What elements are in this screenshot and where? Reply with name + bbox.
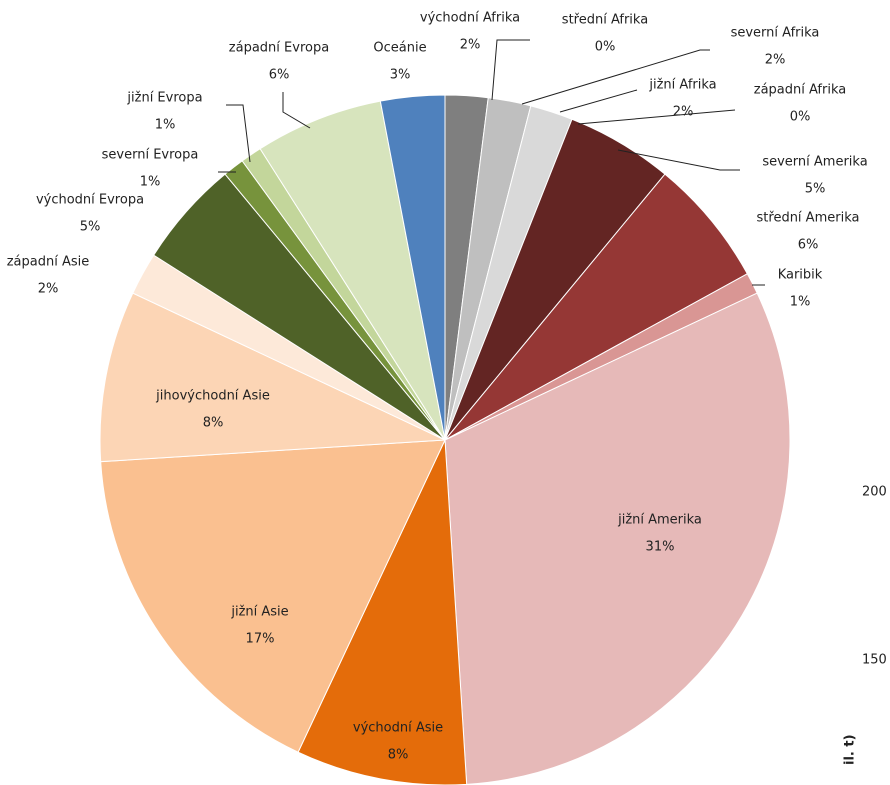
pie xyxy=(99,94,791,785)
slice-label: východní Afrika xyxy=(420,11,520,26)
leader-line xyxy=(559,89,638,113)
pie-slice xyxy=(444,292,791,785)
slice-label: střední Afrika xyxy=(562,13,648,28)
slice-label: jižní Evropa xyxy=(126,91,202,106)
slice-label: západní Afrika xyxy=(754,83,846,98)
labels: východní Afrika 2% střední Afrika 0% severní… xyxy=(7,11,868,763)
pie-slice xyxy=(444,173,749,441)
slice-label: jižní Asie xyxy=(230,605,288,620)
slice-label: západní Asie xyxy=(7,255,90,270)
slice-value-label: 6% xyxy=(269,68,290,83)
slice-label: jižní Amerika xyxy=(617,513,702,528)
slice-label: severní Amerika xyxy=(762,155,867,170)
pie-slice xyxy=(99,292,446,463)
slice-value-label: 2% xyxy=(460,38,481,53)
slice-value-label: 0% xyxy=(595,40,616,55)
slice-label: severní Evropa xyxy=(102,148,199,163)
slice-label: jižní Afrika xyxy=(648,78,716,93)
leader-line xyxy=(282,92,311,129)
slice-value-label: 2% xyxy=(765,53,786,68)
leader-line xyxy=(521,49,710,105)
slice-value-label: 0% xyxy=(790,110,811,125)
leader-line xyxy=(491,39,530,101)
partial-text: il. t) xyxy=(843,734,858,765)
slice-value-label: 3% xyxy=(390,68,411,83)
slice-label: jihovýchodní Asie xyxy=(155,389,270,404)
partial-text: 150 xyxy=(862,653,887,668)
slice-label: střední Amerika xyxy=(757,211,860,226)
slice-value-label: 17% xyxy=(246,632,275,647)
partial-text: 200 xyxy=(862,485,887,500)
slice-value-label: 31% xyxy=(646,540,675,555)
slice-value-label: 2% xyxy=(673,105,694,120)
slice-value-label: 2% xyxy=(38,282,59,297)
pie-slice xyxy=(259,100,446,441)
slice-value-label: 6% xyxy=(798,238,819,253)
slice-value-label: 8% xyxy=(203,416,224,431)
leader-line xyxy=(577,109,736,125)
pie-slice xyxy=(379,94,446,441)
slice-label: východní Evropa xyxy=(36,193,144,208)
slice-label: Oceánie xyxy=(373,41,426,56)
slice-value-label: 8% xyxy=(388,748,409,763)
leader-line xyxy=(617,149,740,171)
slice-value-label: 1% xyxy=(155,118,176,133)
slice-value-label: 5% xyxy=(805,182,826,197)
slice-label: Karibik xyxy=(778,268,823,283)
slice-value-label: 5% xyxy=(80,220,101,235)
slice-label: severní Afrika xyxy=(731,26,820,41)
leader-line xyxy=(226,104,251,163)
slice-label: východní Asie xyxy=(353,721,443,736)
slice-value-label: 1% xyxy=(790,295,811,310)
pie-slice xyxy=(100,439,446,753)
slice-value-label: 1% xyxy=(140,175,161,190)
slice-label: západní Evropa xyxy=(229,41,329,56)
